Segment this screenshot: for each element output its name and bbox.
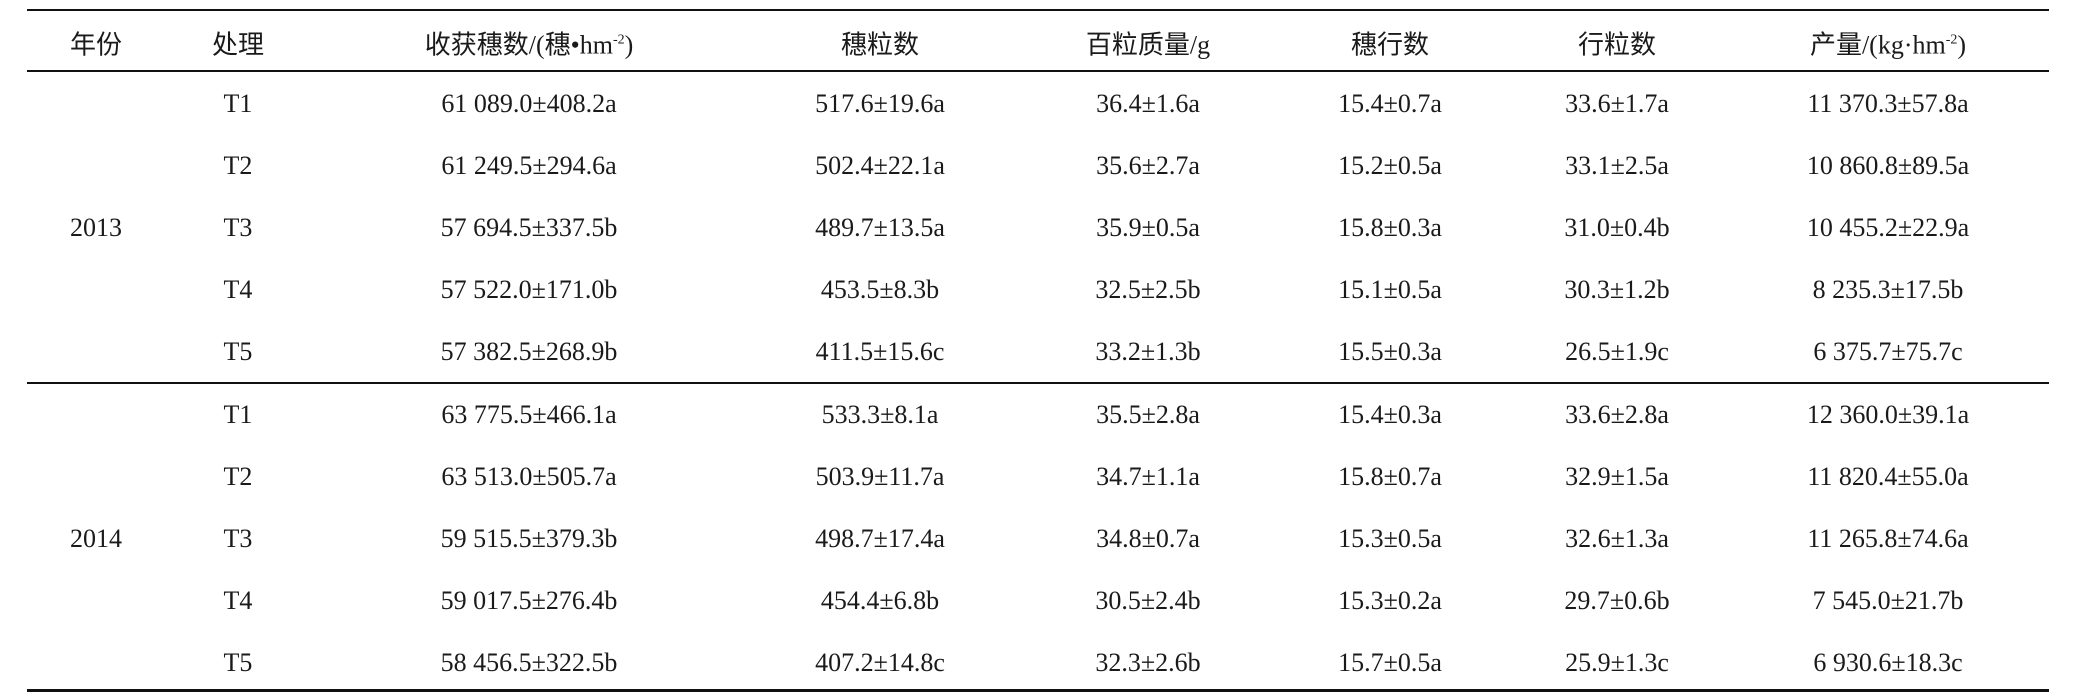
data-cell: 15.8±0.3a [1338, 213, 1442, 243]
data-cell: 502.4±22.1a [815, 151, 945, 181]
data-cell: 454.4±6.8b [820, 586, 940, 616]
data-cell: 503.9±11.7a [815, 462, 945, 492]
data-cell: 35.5±2.8a [1096, 400, 1200, 429]
data-cell: 57 522.0±171.0b [440, 275, 618, 305]
bottom-rule [27, 689, 2049, 692]
data-cell: 35.9±0.5a [1096, 213, 1200, 243]
data-cell: 25.9±1.3c [1565, 648, 1669, 678]
header-superscript: -2 [1945, 32, 1958, 48]
data-cell: 33.6±2.8a [1565, 400, 1669, 429]
data-cell: 61 089.0±408.2a [441, 89, 617, 118]
year-cell: 2014 [70, 524, 122, 554]
data-cell: 12 360.0±39.1a [1806, 400, 1970, 429]
treatment-cell: T4 [223, 586, 253, 616]
data-cell: 11 820.4±55.0a [1807, 462, 1969, 492]
header-cell: 百粒质量/g [1085, 30, 1211, 60]
data-cell: 32.3±2.6b [1095, 648, 1201, 678]
header-cell: 产量/(kg·hm-2) [1810, 25, 1966, 62]
treatment-cell: T1 [223, 400, 253, 429]
header-text: 收获穗数/(穗•hm [424, 30, 613, 60]
data-cell: 11 370.3±57.8a [1807, 89, 1969, 118]
data-cell: 61 249.5±294.6a [441, 151, 617, 181]
data-cell: 10 455.2±22.9a [1806, 213, 1970, 243]
group-rule [27, 382, 2049, 384]
treatment-cell: T3 [223, 524, 253, 554]
data-cell: 517.6±19.6a [815, 89, 945, 118]
data-cell: 15.4±0.3a [1338, 400, 1442, 429]
data-cell: 33.2±1.3b [1095, 337, 1201, 367]
header-text: 产量/(kg·hm [1809, 30, 1946, 60]
data-cell: 407.2±14.8c [815, 648, 945, 678]
data-cell: 30.3±1.2b [1564, 275, 1670, 305]
data-cell: 7 545.0±21.7b [1812, 586, 1964, 616]
data-cell: 59 515.5±379.3b [440, 524, 618, 554]
header-rule [27, 70, 2049, 72]
data-cell: 11 265.8±74.6a [1807, 524, 1969, 554]
data-cell: 34.7±1.1a [1096, 462, 1200, 492]
data-cell: 34.8±0.7a [1096, 524, 1200, 554]
header-cell: 收获穗数/(穗•hm-2) [425, 25, 634, 62]
data-cell: 533.3±8.1a [821, 400, 939, 429]
treatment-cell: T2 [223, 462, 253, 492]
header-cell: 年份 [69, 30, 123, 60]
data-cell: 26.5±1.9c [1565, 337, 1669, 367]
data-cell: 15.4±0.7a [1338, 89, 1442, 118]
data-cell: 32.9±1.5a [1565, 462, 1669, 492]
data-cell: 15.7±0.5a [1338, 648, 1442, 678]
treatment-cell: T5 [223, 337, 253, 367]
treatment-cell: T4 [223, 275, 253, 305]
data-cell: 10 860.8±89.5a [1806, 151, 1970, 181]
data-cell: 57 382.5±268.9b [440, 337, 618, 367]
header-cell: 穗行数 [1350, 30, 1430, 60]
data-cell: 489.7±13.5a [815, 213, 945, 243]
top-rule [27, 9, 2049, 11]
data-cell: 63 513.0±505.7a [441, 462, 617, 492]
data-cell: 15.1±0.5a [1338, 275, 1442, 305]
data-cell: 35.6±2.7a [1096, 151, 1200, 181]
data-cell: 15.3±0.5a [1338, 524, 1442, 554]
header-text: ) [624, 30, 634, 60]
data-cell: 15.5±0.3a [1338, 337, 1442, 367]
data-cell: 32.5±2.5b [1095, 275, 1201, 305]
header-superscript: -2 [612, 32, 625, 48]
header-cell: 穗粒数 [840, 30, 920, 60]
data-cell: 58 456.5±322.5b [440, 648, 618, 678]
treatment-cell: T1 [223, 89, 253, 118]
data-cell: 33.6±1.7a [1565, 89, 1669, 118]
data-cell: 8 235.3±17.5b [1812, 275, 1964, 305]
data-cell: 498.7±17.4a [815, 524, 945, 554]
data-cell: 33.1±2.5a [1565, 151, 1669, 181]
header-cell: 行粒数 [1577, 30, 1657, 60]
data-cell: 31.0±0.4b [1564, 213, 1670, 243]
data-cell: 15.3±0.2a [1338, 586, 1442, 616]
treatment-cell: T2 [223, 151, 253, 181]
header-cell: 处理 [211, 30, 265, 60]
data-cell: 32.6±1.3a [1565, 524, 1669, 554]
treatment-cell: T5 [223, 648, 253, 678]
data-cell: 453.5±8.3b [820, 275, 940, 305]
data-cell: 15.8±0.7a [1338, 462, 1442, 492]
data-cell: 57 694.5±337.5b [440, 213, 618, 243]
treatment-cell: T3 [223, 213, 253, 243]
data-cell: 30.5±2.4b [1095, 586, 1201, 616]
data-cell: 63 775.5±466.1a [441, 400, 617, 429]
data-cell: 6 930.6±18.3c [1813, 648, 1963, 678]
data-cell: 29.7±0.6b [1564, 586, 1670, 616]
data-cell: 59 017.5±276.4b [440, 586, 618, 616]
year-cell: 2013 [70, 213, 122, 243]
data-cell: 6 375.7±75.7c [1813, 337, 1963, 367]
data-cell: 411.5±15.6c [815, 337, 945, 367]
header-text: ) [1957, 30, 1967, 60]
data-cell: 36.4±1.6a [1096, 89, 1200, 118]
data-cell: 15.2±0.5a [1338, 151, 1442, 181]
